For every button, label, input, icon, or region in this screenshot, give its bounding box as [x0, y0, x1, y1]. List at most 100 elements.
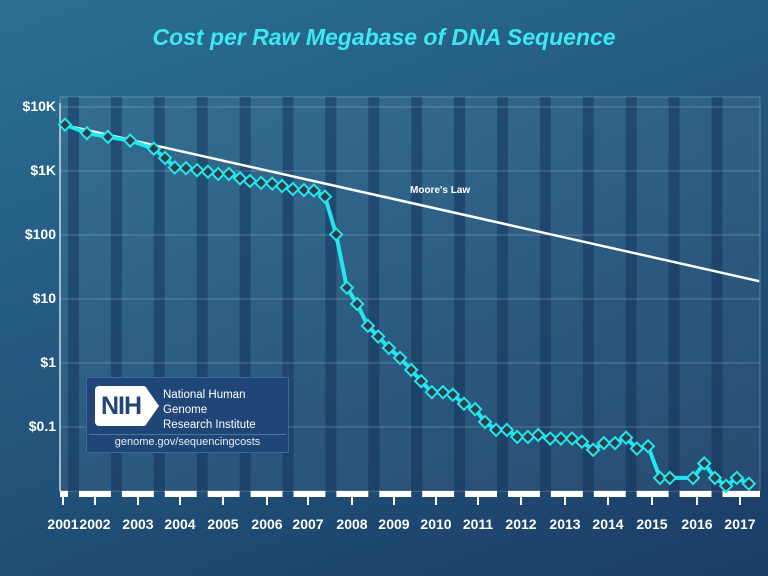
year-stripe	[582, 97, 594, 491]
axis-bar-segment	[422, 491, 455, 497]
data-point	[360, 318, 376, 334]
data-point	[370, 329, 386, 344]
x-tick-label: 2003	[122, 516, 154, 532]
x-tick-label: 2002	[79, 516, 111, 532]
data-point	[328, 227, 344, 242]
data-point	[574, 434, 590, 450]
year-stripe	[539, 97, 551, 491]
x-tick-label: 2015	[636, 516, 668, 532]
axis-bar-segment	[508, 491, 540, 497]
data-point	[100, 129, 116, 145]
moores-law-label: Moore's Law	[410, 185, 470, 196]
data-point	[707, 470, 723, 486]
data-point	[253, 175, 269, 191]
institute-name: National Human Genome Research Institute	[163, 388, 288, 433]
x-tick-label: 2009	[378, 516, 410, 532]
x-tick-label: 2014	[592, 516, 624, 532]
data-point	[189, 162, 205, 178]
x-tick-label: 2016	[681, 516, 713, 532]
year-stripe	[368, 97, 380, 491]
year-stripe	[411, 97, 423, 491]
data-point	[122, 133, 138, 149]
data-point	[696, 455, 712, 471]
data-point	[596, 435, 612, 451]
data-point	[445, 387, 461, 403]
chart-title: Cost per Raw Megabase of DNA Sequence	[152, 24, 616, 50]
data-point	[553, 431, 569, 446]
data-point	[640, 438, 656, 454]
data-point	[618, 430, 634, 446]
x-tick-label: 2001	[47, 516, 79, 532]
data-point	[339, 280, 355, 296]
year-stripe	[325, 97, 337, 491]
year-stripe	[68, 97, 79, 491]
data-point	[274, 178, 290, 194]
y-tick-label: $100	[24, 226, 56, 242]
y-tick-label: $0.1	[28, 418, 56, 434]
data-point	[467, 401, 483, 417]
data-point	[718, 478, 734, 494]
year-stripe	[196, 97, 208, 491]
axis-bar-segment	[593, 491, 626, 497]
year-stripe	[625, 97, 637, 491]
data-point	[477, 414, 493, 430]
data-point	[729, 470, 745, 486]
data-point	[285, 181, 301, 197]
y-tick-label: $1	[40, 354, 56, 370]
axis-bar-segment	[550, 491, 583, 497]
x-tick-label: 2010	[420, 516, 452, 532]
moores-law-line	[59, 122, 760, 283]
data-point	[488, 422, 504, 438]
year-stripe	[110, 97, 122, 491]
data-point	[242, 173, 258, 189]
nih-logo-box: NIH National Human Genome Research Insti…	[86, 377, 289, 453]
data-point	[741, 476, 757, 492]
data-point	[392, 350, 408, 366]
x-tick-label: 2008	[336, 516, 368, 532]
data-point	[542, 431, 558, 446]
x-tick-label: 2013	[549, 516, 581, 532]
data-point	[306, 183, 322, 198]
x-tick-label: 2006	[251, 516, 283, 532]
year-stripe	[711, 97, 723, 491]
year-stripe	[282, 97, 294, 491]
data-point	[57, 117, 73, 133]
year-stripe	[454, 97, 466, 491]
data-point	[146, 141, 162, 157]
x-tick-label: 2012	[505, 516, 537, 532]
data-point	[403, 362, 419, 378]
divider	[89, 434, 286, 435]
data-point	[585, 442, 601, 458]
data-point	[652, 470, 668, 486]
data-point	[349, 296, 365, 312]
axis-bar-segment	[293, 491, 326, 497]
x-tick-label: 2005	[207, 516, 239, 532]
data-point	[509, 429, 525, 445]
data-point	[413, 373, 429, 389]
nih-logo: NIH	[95, 386, 147, 426]
data-point	[210, 166, 226, 182]
institute-name-line2: Research Institute	[163, 419, 256, 431]
source-url: genome.gov/sequencingcosts	[114, 436, 261, 448]
institute-name-line1: National Human Genome	[163, 389, 246, 416]
x-tick-label: 2017	[724, 516, 756, 532]
data-point	[167, 160, 183, 175]
x-tick-label: 2004	[164, 516, 196, 532]
data-point	[662, 470, 678, 486]
y-tick-label: $10K	[22, 98, 56, 114]
x-tick-label: 2011	[462, 516, 494, 532]
data-point	[685, 470, 701, 486]
data-point	[381, 340, 397, 356]
data-point	[178, 160, 194, 176]
axis-bar-segment	[465, 491, 497, 497]
axis-bar-segment	[722, 491, 760, 497]
data-point	[499, 422, 515, 438]
x-tick-label: 2007	[292, 516, 324, 532]
data-point	[296, 182, 312, 198]
data-point	[456, 396, 472, 412]
data-point	[629, 441, 645, 456]
data-point	[79, 125, 95, 141]
data-point	[157, 150, 173, 166]
year-stripe	[239, 97, 251, 491]
